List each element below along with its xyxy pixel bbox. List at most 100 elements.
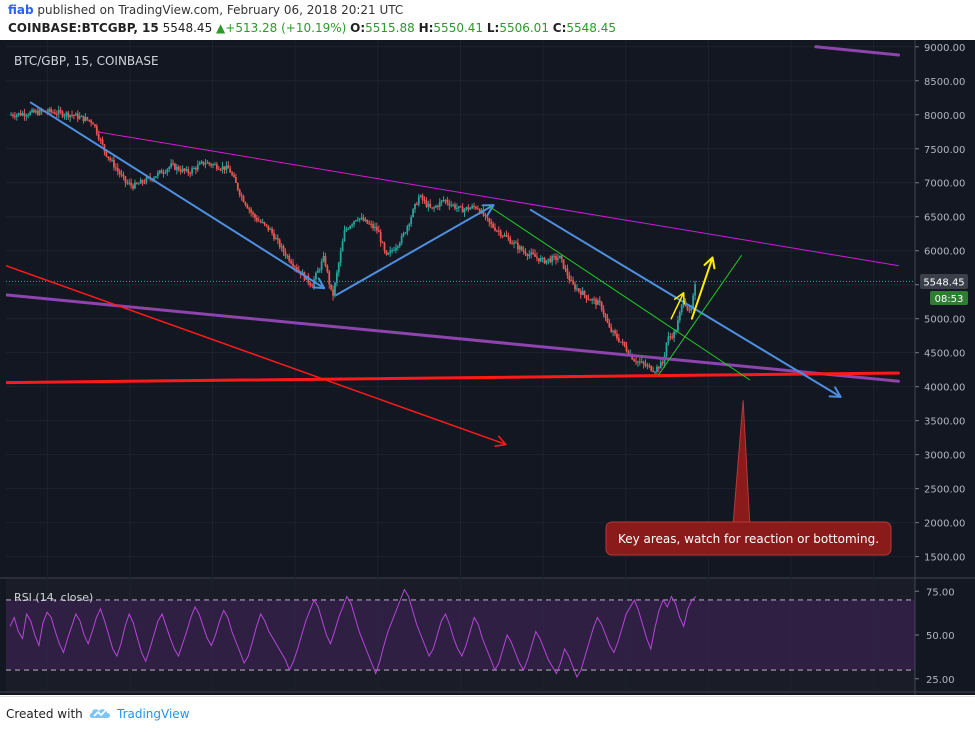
green-trendline-2[interactable] [658,254,742,375]
candle-down[interactable] [101,139,104,145]
candle-up[interactable] [389,250,392,253]
candle-up[interactable] [393,250,395,252]
candle-down[interactable] [120,174,123,176]
blue-arrow-down-2-head[interactable] [828,386,842,398]
candle-up[interactable] [396,246,399,248]
candle-down[interactable] [183,168,186,171]
candle-down[interactable] [324,255,327,266]
candle-up[interactable] [10,114,12,116]
candle-down[interactable] [229,168,232,173]
candle-up[interactable] [692,295,695,308]
candle-down[interactable] [122,174,125,177]
candle-down[interactable] [254,214,256,218]
yellow-up-arrow-head[interactable] [703,256,716,270]
candle-down[interactable] [537,258,540,262]
candle-up[interactable] [347,228,350,230]
candle-down[interactable] [208,162,211,164]
candle-down[interactable] [385,250,388,255]
candle-down[interactable] [233,174,235,178]
rsi-pane[interactable] [6,588,915,679]
candle-up[interactable] [456,207,458,209]
candle-down[interactable] [55,114,58,116]
candle-down[interactable] [330,284,333,290]
candle-up[interactable] [591,299,594,301]
candle-down[interactable] [671,336,674,338]
candle-down[interactable] [246,204,249,209]
candle-down[interactable] [490,222,493,224]
candle-up[interactable] [80,115,83,117]
candle-down[interactable] [511,243,514,245]
candle-down[interactable] [219,169,222,171]
candle-up[interactable] [395,247,397,251]
candle-down[interactable] [555,256,557,260]
candle-up[interactable] [667,336,670,343]
candle-down[interactable] [379,232,382,243]
candle-up[interactable] [198,162,201,165]
candle-up[interactable] [200,161,203,163]
red-down-arrow[interactable] [6,264,507,446]
candle-up[interactable] [193,168,195,170]
candle-up[interactable] [690,307,693,311]
candle-down[interactable] [423,200,426,202]
tradingview-cloud-icon[interactable] [88,705,112,725]
candle-up[interactable] [414,203,416,210]
candle-down[interactable] [294,266,296,268]
tradingview-brand-link[interactable]: TradingView [117,707,190,721]
candle-down[interactable] [579,291,582,295]
candle-down[interactable] [97,133,100,140]
candle-down[interactable] [105,151,108,157]
candle-down[interactable] [638,361,641,363]
candle-down[interactable] [572,280,575,285]
candle-up[interactable] [530,252,533,255]
candle-down[interactable] [217,168,220,170]
candle-down[interactable] [309,282,312,286]
candle-up[interactable] [440,200,443,202]
candle-up[interactable] [170,163,173,168]
candle-up[interactable] [541,257,544,259]
candle-down[interactable] [132,185,134,189]
candle-down[interactable] [368,223,371,225]
candle-down[interactable] [90,120,93,123]
candle-down[interactable] [604,314,607,318]
candle-up[interactable] [345,228,348,231]
candle-down[interactable] [107,156,110,158]
candle-up[interactable] [391,250,394,252]
candle-up[interactable] [316,270,319,273]
candle-down[interactable] [231,172,233,175]
candle-down[interactable] [459,206,462,208]
candle-down[interactable] [496,230,498,232]
candle-up[interactable] [640,361,643,363]
candle-down[interactable] [297,269,300,272]
candle-down[interactable] [648,365,651,367]
candle-up[interactable] [353,221,355,225]
candle-down[interactable] [454,204,456,209]
candle-up[interactable] [134,182,136,189]
candle-down[interactable] [522,250,525,252]
candle-up[interactable] [356,219,359,221]
purple-trendline[interactable] [6,293,900,383]
candle-up[interactable] [400,235,403,244]
candle-up[interactable] [435,205,437,208]
candle-down[interactable] [116,168,119,172]
candle-down[interactable] [242,196,245,203]
candle-up[interactable] [646,365,649,367]
candle-up[interactable] [212,164,214,166]
candle-down[interactable] [617,338,620,342]
candle-up[interactable] [214,164,216,166]
candle-down[interactable] [475,206,477,209]
candle-up[interactable] [596,300,599,305]
candle-down[interactable] [570,280,573,282]
candle-up[interactable] [343,230,346,242]
candle-down[interactable] [589,299,592,301]
candle-down[interactable] [482,210,485,216]
candle-down[interactable] [236,182,239,190]
candle-down[interactable] [265,224,268,226]
candle-up[interactable] [286,255,289,257]
candle-up[interactable] [637,361,639,363]
candle-up[interactable] [145,177,148,183]
candle-down[interactable] [370,223,373,225]
candle-down[interactable] [543,257,546,264]
candle-down[interactable] [278,239,281,248]
candle-down[interactable] [235,177,237,183]
candle-up[interactable] [678,312,681,321]
